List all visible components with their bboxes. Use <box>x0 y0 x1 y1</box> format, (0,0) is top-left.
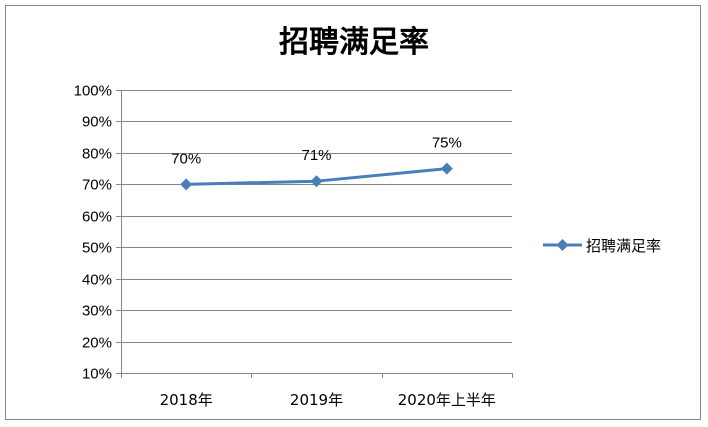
legend-label[interactable]: 招聘满足率 <box>586 237 661 255</box>
legend-marker <box>556 239 569 251</box>
data-label: 75% <box>432 135 462 152</box>
data-label: 71% <box>301 147 331 164</box>
x-category-label: 2020年上半年 <box>398 391 496 409</box>
y-tick-label: 20% <box>82 335 112 352</box>
y-tick-label: 10% <box>82 366 112 383</box>
x-category-label: 2019年 <box>290 391 343 409</box>
series-layer <box>180 162 453 191</box>
x-axis-category-labels: 2018年 2019年 2020年上半年 <box>160 391 496 409</box>
data-point-marker[interactable] <box>310 175 323 188</box>
y-tick-label: 30% <box>82 303 112 320</box>
legend[interactable]: 招聘满足率 <box>543 237 661 255</box>
gridlines <box>121 90 512 343</box>
data-point-marker[interactable] <box>440 162 453 175</box>
chart-title: 招聘满足率 <box>279 25 429 60</box>
axes <box>116 90 513 378</box>
data-labels: 70% 71% 75% <box>171 135 462 168</box>
y-tick-label: 100% <box>74 83 112 100</box>
y-tick-label: 50% <box>82 240 112 257</box>
y-axis-tick-labels: 10% 20% 30% 40% 50% 60% 70% 80% 90% 100% <box>74 83 112 383</box>
data-point-marker[interactable] <box>180 178 193 191</box>
y-tick-label: 60% <box>82 209 112 226</box>
y-tick-label: 90% <box>82 114 112 131</box>
x-category-label: 2018年 <box>160 391 213 409</box>
y-tick-label: 70% <box>82 177 112 194</box>
data-label: 70% <box>171 150 201 167</box>
y-tick-label: 80% <box>82 146 112 163</box>
y-tick-label: 40% <box>82 272 112 289</box>
